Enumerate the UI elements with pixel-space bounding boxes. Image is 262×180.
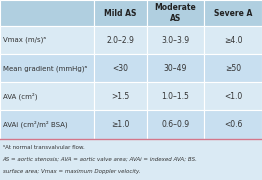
Bar xyxy=(204,26,262,54)
Bar xyxy=(147,111,204,139)
Bar xyxy=(0,54,94,82)
Bar xyxy=(204,111,262,139)
Text: ≥1.0: ≥1.0 xyxy=(111,120,130,129)
Text: <30: <30 xyxy=(112,64,129,73)
Bar xyxy=(147,82,204,111)
Text: <0.6: <0.6 xyxy=(224,120,242,129)
Bar xyxy=(0,82,94,111)
Bar xyxy=(0,111,94,139)
Text: AS = aortic stenosis; AVA = aortic valve area; AVAi = indexed AVA; BS.: AS = aortic stenosis; AVA = aortic valve… xyxy=(3,157,198,162)
Text: 0.6–0.9: 0.6–0.9 xyxy=(161,120,190,129)
Text: ≥4.0: ≥4.0 xyxy=(224,36,242,45)
Bar xyxy=(0,0,94,26)
Text: 1.0–1.5: 1.0–1.5 xyxy=(162,92,189,101)
Text: AVAi (cm²/m² BSA): AVAi (cm²/m² BSA) xyxy=(3,121,67,128)
Bar xyxy=(94,26,147,54)
Bar xyxy=(147,0,204,26)
Text: <1.0: <1.0 xyxy=(224,92,242,101)
Bar xyxy=(94,0,147,26)
Bar xyxy=(204,82,262,111)
Text: ≥50: ≥50 xyxy=(225,64,241,73)
Text: AVA (cm²): AVA (cm²) xyxy=(3,93,37,100)
Text: Moderate
AS: Moderate AS xyxy=(155,3,196,23)
Bar xyxy=(94,54,147,82)
Text: Vmax (m/s)ᵃ: Vmax (m/s)ᵃ xyxy=(3,37,46,43)
Text: >1.5: >1.5 xyxy=(111,92,130,101)
Text: ᵃAt normal transvalvular flow.: ᵃAt normal transvalvular flow. xyxy=(3,145,84,150)
Text: Mild AS: Mild AS xyxy=(104,8,137,18)
Bar xyxy=(94,82,147,111)
Bar xyxy=(147,54,204,82)
Bar xyxy=(147,26,204,54)
Text: 2.0–2.9: 2.0–2.9 xyxy=(107,36,134,45)
Bar xyxy=(0,140,262,180)
Text: 3.0–3.9: 3.0–3.9 xyxy=(161,36,190,45)
Text: surface area; Vmax = maximum Doppler velocity.: surface area; Vmax = maximum Doppler vel… xyxy=(3,169,140,174)
Bar xyxy=(204,0,262,26)
Bar xyxy=(0,26,94,54)
Bar xyxy=(204,54,262,82)
Text: Mean gradient (mmHg)ᵃ: Mean gradient (mmHg)ᵃ xyxy=(3,65,87,71)
Bar xyxy=(94,111,147,139)
Text: 30–49: 30–49 xyxy=(164,64,187,73)
Text: Severe A: Severe A xyxy=(214,8,252,18)
